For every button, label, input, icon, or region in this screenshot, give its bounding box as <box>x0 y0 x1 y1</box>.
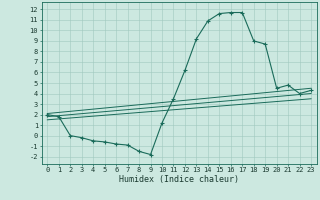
X-axis label: Humidex (Indice chaleur): Humidex (Indice chaleur) <box>119 175 239 184</box>
